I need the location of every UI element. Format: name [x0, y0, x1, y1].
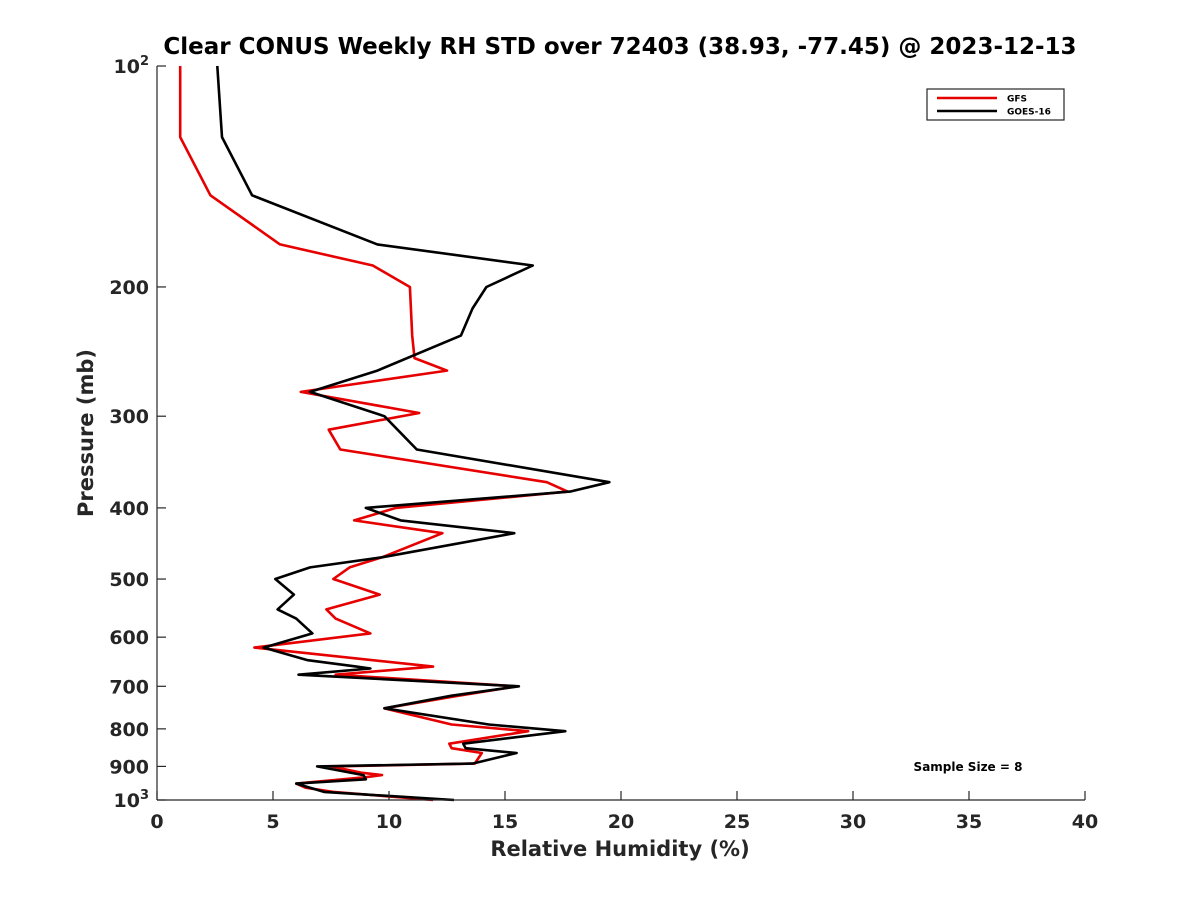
x-tick-label: 10 [376, 811, 402, 833]
sample-size-annotation: Sample Size = 8 [914, 760, 1023, 774]
axes: 0 5 10 15 20 25 30 35 40 102 200 300 400 500 600 700 800… [109, 54, 1098, 833]
plot-lines [178, 65, 611, 802]
x-tick-label: 0 [150, 811, 163, 833]
y-tick-label: 102 [114, 54, 150, 78]
x-axis-label: Relative Humidity (%) [490, 837, 749, 861]
series-line-goes-16 [216, 65, 611, 802]
x-tick-label: 40 [1072, 811, 1098, 833]
y-tick-label: 400 [109, 498, 149, 520]
y-tick-label: 900 [109, 756, 149, 778]
legend-label-gfs: GFS [1007, 95, 1027, 105]
y-tick-label: 200 [109, 277, 149, 299]
x-tick-label: 25 [724, 811, 750, 833]
x-tick-label: 35 [956, 811, 982, 833]
y-tick-label: 800 [109, 719, 149, 741]
chart-title: Clear CONUS Weekly RH STD over 72403 (38… [163, 34, 1076, 60]
y-tick-label: 700 [109, 676, 149, 698]
y-tick-label: 103 [114, 788, 150, 812]
x-tick-label: 5 [266, 811, 279, 833]
series-line-gfs [178, 66, 569, 802]
y-tick-label: 500 [109, 569, 149, 591]
y-axis-label: Pressure (mb) [74, 349, 98, 517]
legend-label-goes-16: GOES-16 [1007, 108, 1051, 118]
x-tick-label: 20 [608, 811, 634, 833]
x-tick-label: 30 [840, 811, 866, 833]
y-tick-label: 300 [109, 406, 149, 428]
legend-box [926, 88, 1065, 121]
x-tick-label: 15 [492, 811, 518, 833]
legend: GFS GOES-16 [926, 88, 1065, 121]
y-tick-label: 600 [109, 627, 149, 649]
